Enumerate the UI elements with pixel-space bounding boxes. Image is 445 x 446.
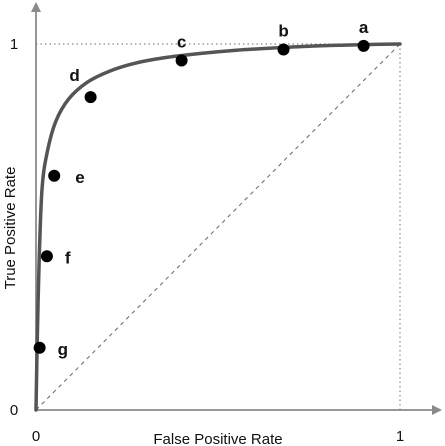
point-label-g: g: [58, 340, 68, 359]
point-label-d: d: [69, 66, 79, 85]
y-tick-label-1: 1: [10, 36, 18, 53]
point-label-c: c: [177, 32, 186, 51]
operating-point-a: [357, 39, 370, 52]
point-label-a: a: [359, 18, 369, 37]
operating-point-b: [277, 43, 290, 56]
operating-point-f: [40, 250, 53, 263]
operating-point-g: [33, 341, 46, 354]
roc-curve: [34, 42, 402, 412]
point-label-b: b: [278, 21, 288, 40]
y-axis-label: True Positive Rate: [2, 167, 19, 290]
operating-points: a b c d e f g: [33, 18, 370, 359]
operating-point-d: [84, 91, 97, 104]
point-label-e: e: [75, 168, 84, 187]
point-label-f: f: [65, 248, 71, 267]
x-tick-label-0: 0: [32, 428, 40, 445]
x-axis-label: False Positive Rate: [153, 431, 282, 446]
x-tick-label-1: 1: [396, 428, 404, 445]
operating-point-c: [175, 54, 188, 67]
y-tick-label-0: 0: [10, 402, 18, 419]
random-classifier-diagonal: [35, 43, 401, 411]
operating-point-e: [48, 169, 61, 182]
